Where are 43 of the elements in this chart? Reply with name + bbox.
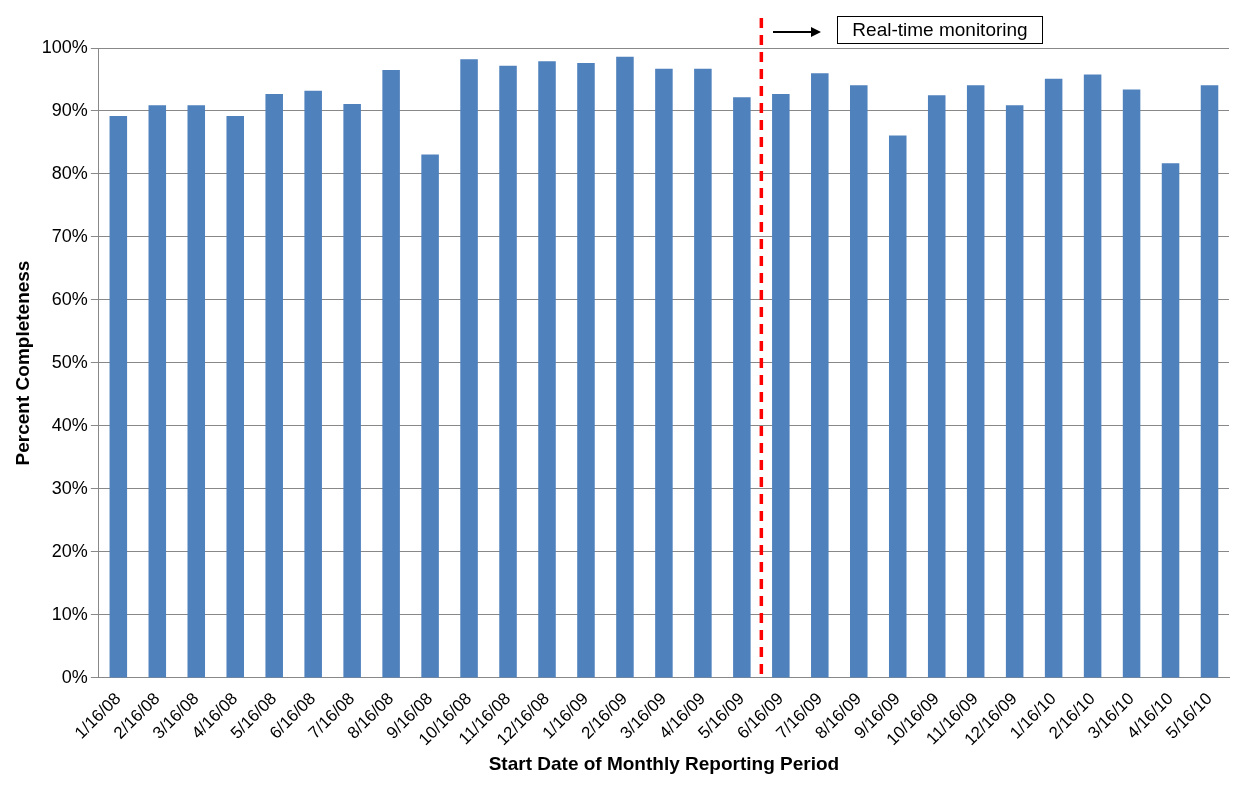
bar <box>421 154 439 678</box>
y-tick-label: 20% <box>51 540 88 561</box>
bar <box>265 93 283 678</box>
y-tick-label: 60% <box>51 288 88 309</box>
bar <box>1122 89 1141 678</box>
bar <box>382 70 400 678</box>
y-tick-label: 30% <box>51 477 88 498</box>
y-tick-label: 100% <box>41 36 88 57</box>
x-axis-title: Start Date of Monthly Reporting Period <box>488 752 840 774</box>
y-tick-label: 80% <box>51 162 88 183</box>
bar <box>811 73 829 678</box>
bar <box>538 61 556 678</box>
bar <box>304 90 322 678</box>
y-tick-label: 50% <box>51 351 88 372</box>
bar <box>1161 163 1180 678</box>
bar <box>343 104 361 678</box>
bar <box>655 68 673 678</box>
bar <box>966 85 985 678</box>
bar <box>1200 85 1219 678</box>
bar <box>187 105 206 678</box>
y-tick-label: 70% <box>51 225 88 246</box>
y-tick-label: 40% <box>51 414 88 435</box>
bar <box>1005 105 1024 678</box>
bar <box>616 56 634 678</box>
bar <box>927 95 946 678</box>
y-tick-label: 0% <box>61 666 88 687</box>
bar <box>850 85 868 678</box>
y-tick-label: 90% <box>51 99 88 120</box>
text: Real-time monitoring <box>837 16 1043 44</box>
bar <box>577 63 595 678</box>
bar <box>733 97 751 678</box>
bar <box>499 65 517 678</box>
bar <box>1044 78 1063 678</box>
bar <box>772 93 790 678</box>
y-tick-label: 10% <box>51 603 88 624</box>
bar <box>460 59 478 678</box>
bar <box>148 105 167 678</box>
bar <box>888 135 907 678</box>
bar <box>109 116 128 678</box>
y-axis-title: Percent Completeness <box>11 260 33 466</box>
bar <box>1083 74 1102 678</box>
bar <box>226 116 245 678</box>
bar <box>694 68 712 678</box>
